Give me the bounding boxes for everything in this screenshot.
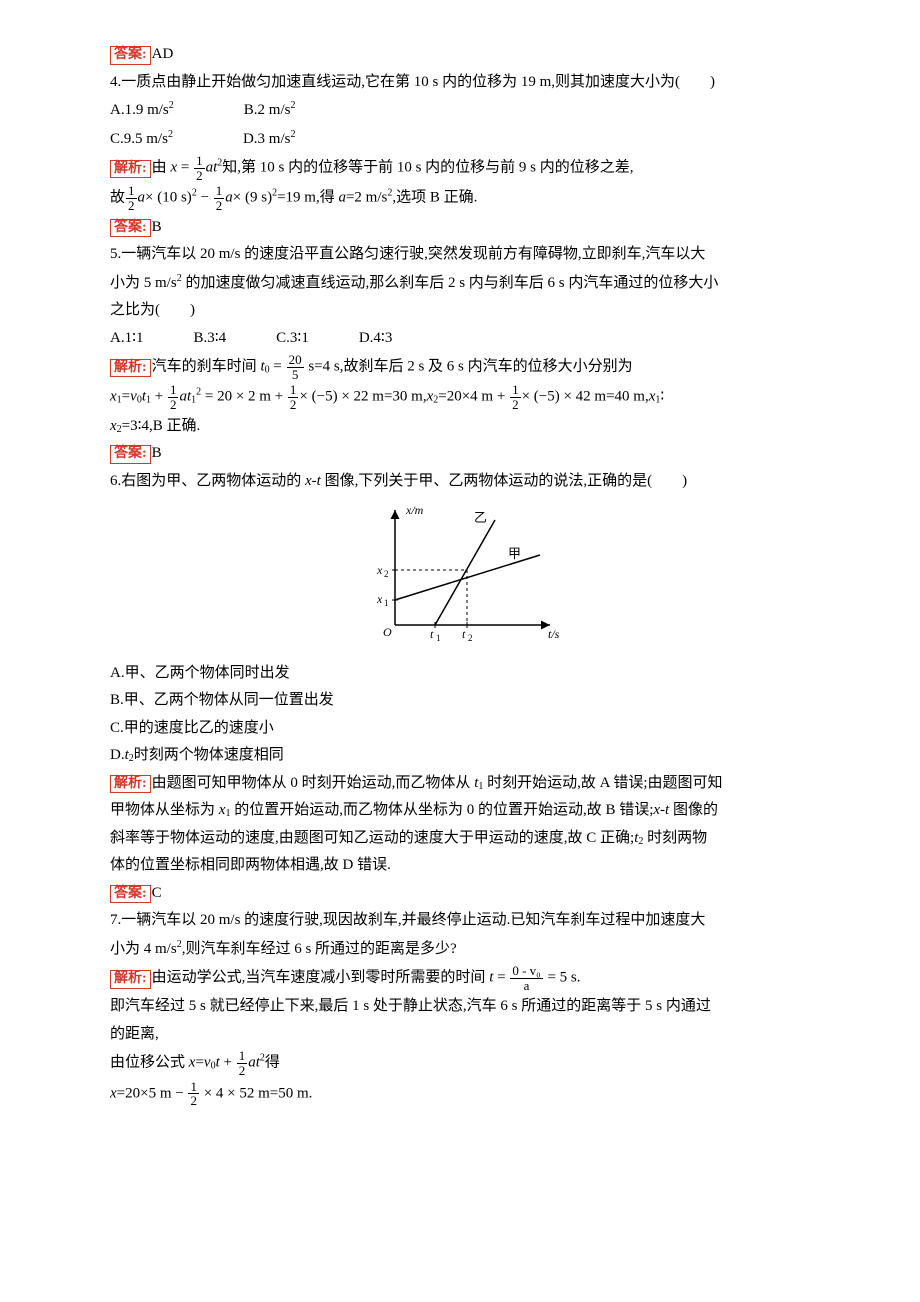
q5-optB: B.3∶4	[194, 326, 227, 352]
q5-analysis-1: 解析:汽车的刹车时间 t0 = 205 s=4 s,故刹车后 2 s 及 6 s…	[110, 353, 810, 381]
q7-analysis-1: 解析:由运动学公式,当汽车速度减小到零时所需要的时间 t = 0 - v₀a =…	[110, 964, 810, 992]
svg-text:2: 2	[468, 633, 473, 643]
svg-text:t: t	[462, 627, 466, 641]
analysis-tag: 解析:	[110, 359, 151, 378]
ylabel: x/m	[405, 503, 424, 517]
q5-stem-3: 之比为( )	[110, 298, 810, 324]
xt-graph-svg: x/m t/s O 甲 乙 x2 x1 t1 t2	[350, 500, 570, 645]
q6-answer: 答案:C	[110, 881, 810, 907]
q5-analysis-2: x1=v0t1 + 12at12 = 20 × 2 m + 12× (−5) ×…	[110, 383, 810, 411]
q5-answer: 答案:B	[110, 441, 810, 467]
q7-analysis-2: 即汽车经过 5 s 就已经停止下来,最后 1 s 处于静止状态,汽车 6 s 所…	[110, 994, 810, 1020]
answer-tag: 答案:	[110, 885, 151, 904]
answer-tag: 答案:	[110, 219, 151, 238]
q7-analysis-5: x=20×5 m − 12 × 4 × 52 m=50 m.	[110, 1080, 810, 1108]
q7-analysis-4: 由位移公式 x=v0t + 12at2得	[110, 1049, 810, 1077]
answer-tag: 答案:	[110, 445, 151, 464]
q6-analysis-3: 斜率等于物体运动的速度,由题图可知乙运动的速度大于甲运动的速度,故 C 正确;t…	[110, 826, 810, 852]
q4-analysis-1: 解析:由 x = 12at2知,第 10 s 内的位移等于前 10 s 内的位移…	[110, 154, 810, 182]
q4-answer: 答案:B	[110, 215, 810, 241]
q5-analysis-3: x2=3∶4,B 正确.	[110, 414, 810, 440]
q5-options: A.1∶1 B.3∶4 C.3∶1 D.4∶3	[110, 326, 810, 352]
yi-label: 乙	[474, 510, 487, 525]
svg-text:1: 1	[436, 633, 441, 643]
q6-stem: 6.右图为甲、乙两物体运动的 x-t 图像,下列关于甲、乙两物体运动的说法,正确…	[110, 469, 810, 495]
q6-analysis-1: 解析:由题图可知甲物体从 0 时刻开始运动,而乙物体从 t1 时刻开始运动,故 …	[110, 771, 810, 797]
q6-optB: B.甲、乙两个物体从同一位置出发	[110, 688, 810, 714]
q7-stem-1: 7.一辆汽车以 20 m/s 的速度行驶,现因故刹车,并最终停止运动.已知汽车刹…	[110, 908, 810, 934]
q4-optA: A.1.9 m/s2	[110, 97, 174, 124]
analysis-tag: 解析:	[110, 160, 151, 179]
analysis-tag: 解析:	[110, 775, 151, 794]
q6-analysis-4: 体的位置坐标相同即两物体相遇,故 D 错误.	[110, 853, 810, 879]
svg-text:2: 2	[384, 569, 389, 579]
q7-stem-2: 小为 4 m/s2,则汽车刹车经过 6 s 所通过的距离是多少?	[110, 936, 810, 963]
svg-text:t: t	[430, 627, 434, 641]
q4-stem: 4.一质点由静止开始做匀加速直线运动,它在第 10 s 内的位移为 19 m,则…	[110, 70, 810, 96]
q4-analysis-2: 故12a× (10 s)2 − 12a× (9 s)2=19 m,得 a=2 m…	[110, 184, 810, 212]
svg-text:x: x	[376, 563, 383, 577]
q5-optD: D.4∶3	[359, 326, 393, 352]
q7-analysis-3: 的距离,	[110, 1022, 810, 1048]
q5-stem-1: 5.一辆汽车以 20 m/s 的速度沿平直公路匀速行驶,突然发现前方有障碍物,立…	[110, 242, 810, 268]
q4-optD: D.3 m/s2	[243, 126, 296, 153]
q6-optC: C.甲的速度比乙的速度小	[110, 716, 810, 742]
q5-optC: C.3∶1	[276, 326, 309, 352]
q4-optC: C.9.5 m/s2	[110, 126, 173, 153]
q4-options-row2: C.9.5 m/s2 D.3 m/s2	[110, 126, 810, 153]
q4-optB: B.2 m/s2	[244, 97, 296, 124]
q5-stem-2: 小为 5 m/s2 的加速度做匀减速直线运动,那么刹车后 2 s 内与刹车后 6…	[110, 270, 810, 297]
analysis-tag: 解析:	[110, 970, 151, 989]
jia-label: 甲	[508, 546, 521, 561]
q6-optD: D.t2时刻两个物体速度相同	[110, 743, 810, 769]
q6-analysis-2: 甲物体从坐标为 x1 的位置开始运动,而乙物体从坐标为 0 的位置开始运动,故 …	[110, 798, 810, 824]
svg-text:x: x	[376, 592, 383, 606]
q3-answer: 答案:AD	[110, 42, 810, 68]
q6-optA: A.甲、乙两个物体同时出发	[110, 661, 810, 687]
q3-answer-text: AD	[152, 46, 174, 62]
xlabel: t/s	[548, 627, 560, 641]
origin-label: O	[383, 625, 392, 639]
q5-optA: A.1∶1	[110, 326, 144, 352]
q4-options-row1: A.1.9 m/s2 B.2 m/s2	[110, 97, 810, 124]
svg-text:1: 1	[384, 598, 389, 608]
q6-graph: x/m t/s O 甲 乙 x2 x1 t1 t2	[110, 500, 810, 655]
answer-tag: 答案:	[110, 46, 151, 65]
